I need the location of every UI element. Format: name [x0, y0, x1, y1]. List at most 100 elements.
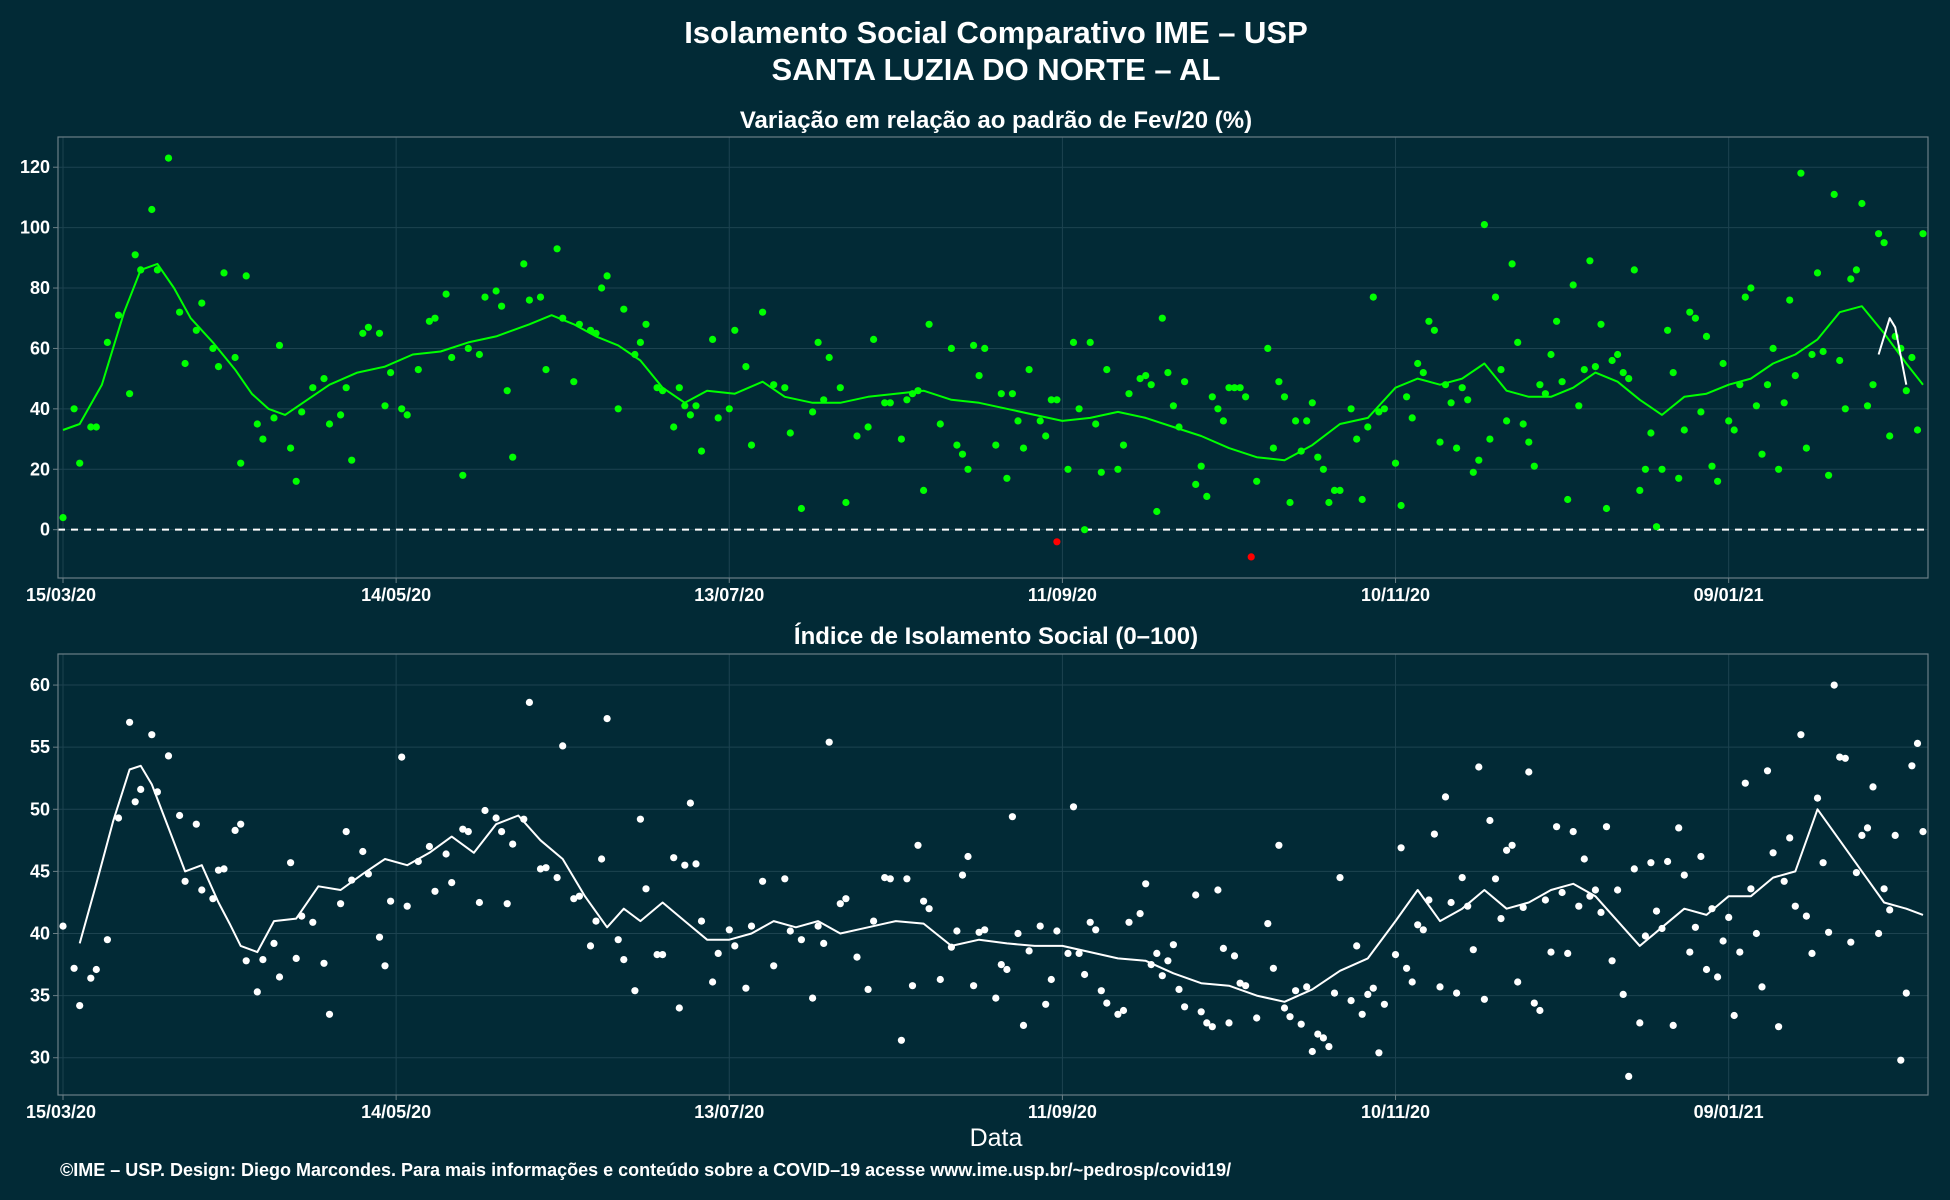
data-point: [1847, 275, 1855, 283]
data-point: [820, 396, 828, 404]
data-point: [1469, 946, 1477, 954]
data-point: [1269, 964, 1277, 972]
data-point: [59, 922, 67, 930]
data-point: [1081, 526, 1089, 534]
data-point: [1869, 381, 1877, 389]
data-point: [359, 329, 367, 337]
data-point: [59, 514, 67, 522]
data-point: [114, 814, 123, 822]
data-point: [1086, 338, 1094, 346]
data-point: [903, 396, 911, 404]
data-point: [292, 954, 300, 963]
x-tick-label: 13/07/20: [694, 1102, 764, 1122]
data-point: [231, 353, 239, 362]
data-point: [636, 815, 645, 823]
data-point: [975, 928, 983, 936]
data-point: [1480, 995, 1488, 1003]
data-point: [992, 441, 1000, 449]
data-point: [403, 902, 411, 910]
data-point: [126, 390, 134, 398]
data-point: [1852, 869, 1860, 877]
data-point: [714, 949, 722, 958]
data-point: [1497, 366, 1505, 374]
data-point: [1586, 257, 1594, 265]
data-point: [1453, 444, 1461, 452]
data-point: [853, 432, 861, 440]
data-point: [964, 465, 972, 473]
data-point: [448, 879, 456, 887]
data-point: [1008, 813, 1017, 821]
data-point: [1697, 408, 1705, 416]
data-point: [1153, 949, 1161, 958]
data-point: [1514, 978, 1522, 986]
data-point: [692, 860, 700, 868]
data-point: [770, 962, 778, 970]
data-point: [1230, 384, 1239, 392]
data-point: [220, 269, 228, 277]
data-point: [459, 825, 467, 833]
data-point: [975, 372, 983, 380]
data-point: [192, 820, 200, 828]
data-point: [1863, 402, 1872, 410]
data-point: [1602, 823, 1611, 831]
data-point: [1364, 423, 1372, 431]
data-point: [1614, 886, 1622, 894]
data-point: [1175, 985, 1183, 994]
data-point: [1264, 344, 1272, 352]
data-point: [1408, 414, 1416, 422]
data-point: [1480, 221, 1488, 229]
data-point: [309, 918, 317, 926]
data-point: [897, 1036, 906, 1044]
x-tick-label: 15/03/20: [26, 1102, 96, 1122]
data-point: [809, 408, 817, 416]
data-point: [770, 381, 778, 389]
data-point: [1164, 957, 1172, 965]
data-point: [1236, 979, 1244, 987]
data-point: [137, 785, 145, 794]
data-point: [1064, 465, 1072, 473]
data-point: [970, 982, 978, 990]
data-point: [1797, 169, 1805, 177]
data-point: [1919, 828, 1927, 836]
data-point: [747, 922, 756, 930]
data-point: [742, 984, 750, 992]
data-point: [1564, 495, 1572, 504]
data-point: [1786, 834, 1794, 842]
data-point: [1414, 921, 1422, 929]
data-point: [1630, 865, 1638, 873]
data-point: [1397, 501, 1405, 510]
data-point: [742, 363, 750, 371]
data-point: [814, 338, 822, 346]
data-point: [1508, 260, 1516, 268]
x-tick-label: 14/05/20: [361, 585, 431, 605]
data-point: [1880, 885, 1888, 893]
data-point: [1514, 338, 1522, 346]
panel-2-isolation-index: 30 35 40 45 50 55 60 15/03/20 14/05/20 13/07/20 11…: [26, 653, 1929, 1122]
data-point: [1192, 891, 1200, 899]
data-point: [1647, 859, 1655, 867]
data-point: [1403, 393, 1411, 401]
data-point: [1003, 965, 1011, 974]
data-point: [1325, 1043, 1333, 1051]
panel-2-title: Índice de Isolamento Social (0–100): [794, 622, 1198, 650]
data-point: [1686, 308, 1694, 316]
data-point: [1758, 450, 1766, 458]
data-point: [1519, 420, 1527, 428]
data-point: [253, 420, 261, 428]
data-point: [1752, 402, 1760, 410]
data-point: [348, 876, 356, 884]
data-point: [809, 994, 817, 1002]
data-point: [1808, 949, 1816, 958]
data-point: [309, 384, 317, 392]
data-point: [797, 504, 806, 513]
data-point: [709, 335, 717, 343]
data-point: [1253, 477, 1261, 485]
data-point: [442, 850, 450, 858]
data-point: [1858, 199, 1866, 208]
data-point: [953, 927, 961, 935]
data-point: [1314, 453, 1322, 461]
data-point: [1214, 886, 1222, 894]
data-point: [1147, 381, 1155, 389]
y-tick-label: 120: [20, 157, 50, 177]
data-point: [686, 799, 695, 807]
